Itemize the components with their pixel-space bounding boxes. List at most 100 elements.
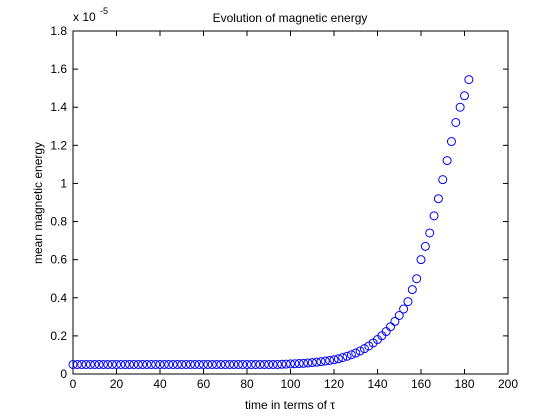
- data-point: [233, 359, 243, 369]
- data-point: [112, 359, 121, 369]
- data-point: [151, 359, 161, 369]
- data-point: [268, 359, 278, 369]
- data-point: [181, 359, 191, 369]
- data-point: [133, 359, 143, 369]
- x-tick-label: 40: [153, 377, 167, 391]
- data-point: [259, 359, 269, 369]
- data-point: [464, 75, 474, 85]
- data-point: [225, 359, 235, 369]
- x-tick-label: 100: [280, 377, 300, 391]
- data-point: [316, 357, 326, 367]
- data-point: [125, 359, 135, 369]
- data-point: [425, 228, 435, 238]
- data-point: [455, 102, 465, 112]
- x-tick-label: 120: [324, 377, 344, 391]
- data-point: [68, 359, 78, 369]
- data-point: [412, 274, 422, 284]
- data-point: [194, 359, 204, 369]
- data-point: [164, 359, 174, 369]
- data-point: [286, 359, 295, 369]
- y-tick-label: 0: [60, 367, 67, 381]
- data-point: [185, 359, 195, 369]
- y-exponent-base: x 10: [73, 10, 96, 24]
- data-point: [177, 359, 187, 369]
- data-point: [342, 351, 352, 361]
- y-tick-label: 1.8: [50, 24, 67, 38]
- data-point: [403, 297, 413, 307]
- chart-title: Evolution of magnetic energy: [213, 11, 368, 25]
- y-tick-label: 1.4: [50, 100, 67, 114]
- data-point: [351, 348, 361, 358]
- data-points: [68, 75, 474, 369]
- x-tick-label: 160: [411, 377, 431, 391]
- y-exponent-power: -5: [100, 6, 108, 16]
- data-point: [303, 358, 313, 368]
- data-point: [172, 359, 182, 369]
- data-point: [399, 304, 409, 314]
- data-point: [203, 359, 213, 369]
- data-point: [386, 322, 396, 332]
- data-point: [359, 344, 369, 354]
- y-tick-label: 1.2: [50, 138, 67, 152]
- data-point: [329, 355, 339, 365]
- data-point: [299, 358, 309, 368]
- data-point: [325, 355, 335, 365]
- data-point: [338, 353, 348, 363]
- data-point: [120, 359, 130, 369]
- data-point: [355, 346, 365, 356]
- data-point: [142, 359, 152, 369]
- data-point: [246, 359, 256, 369]
- data-point: [438, 175, 448, 185]
- data-point: [242, 359, 252, 369]
- data-point: [168, 359, 178, 369]
- data-point: [238, 359, 248, 369]
- data-point: [446, 137, 456, 147]
- x-tick-label: 140: [367, 377, 387, 391]
- data-point: [307, 358, 317, 368]
- data-point: [433, 194, 443, 204]
- data-point: [272, 359, 282, 369]
- data-point: [390, 316, 400, 326]
- data-point: [451, 117, 461, 127]
- y-tick-label: 0.4: [50, 291, 67, 305]
- data-point: [216, 359, 226, 369]
- data-point: [429, 211, 439, 221]
- data-point: [103, 359, 113, 369]
- x-tick-label: 180: [454, 377, 474, 391]
- x-axis-title: time in terms of τ: [245, 398, 335, 412]
- x-tick-label: 0: [70, 377, 77, 391]
- data-point: [333, 354, 343, 364]
- data-point: [281, 359, 291, 369]
- plot-area: [72, 30, 509, 375]
- data-point: [420, 241, 430, 251]
- y-tick-label: 0.8: [50, 215, 67, 229]
- data-point: [264, 359, 274, 369]
- data-point: [320, 356, 330, 366]
- ticks-layer: 0 20 40 60 80 100 120 140 160 180 200 0 0.2 0.4 0.6 0.8…: [50, 24, 518, 391]
- data-point: [159, 359, 169, 369]
- data-point: [129, 359, 139, 369]
- data-point: [312, 357, 322, 367]
- data-point: [190, 359, 200, 369]
- y-axis-title: mean magnetic energy: [31, 142, 45, 264]
- data-point: [442, 156, 452, 166]
- x-tick-label: 60: [197, 377, 211, 391]
- data-point: [107, 359, 117, 369]
- data-point: [394, 310, 404, 320]
- y-tick-label: 1.6: [50, 62, 67, 76]
- y-tick-label: 1: [60, 176, 67, 190]
- data-point: [81, 359, 91, 369]
- data-point: [251, 359, 261, 369]
- data-point: [212, 359, 222, 369]
- data-point: [85, 359, 95, 369]
- data-point: [255, 359, 265, 369]
- data-point: [460, 91, 469, 101]
- data-point: [77, 359, 87, 369]
- x-tick-label: 80: [240, 377, 254, 391]
- data-point: [155, 359, 165, 369]
- data-point: [229, 359, 239, 369]
- data-point: [220, 359, 230, 369]
- data-point: [199, 359, 208, 369]
- data-point: [116, 359, 126, 369]
